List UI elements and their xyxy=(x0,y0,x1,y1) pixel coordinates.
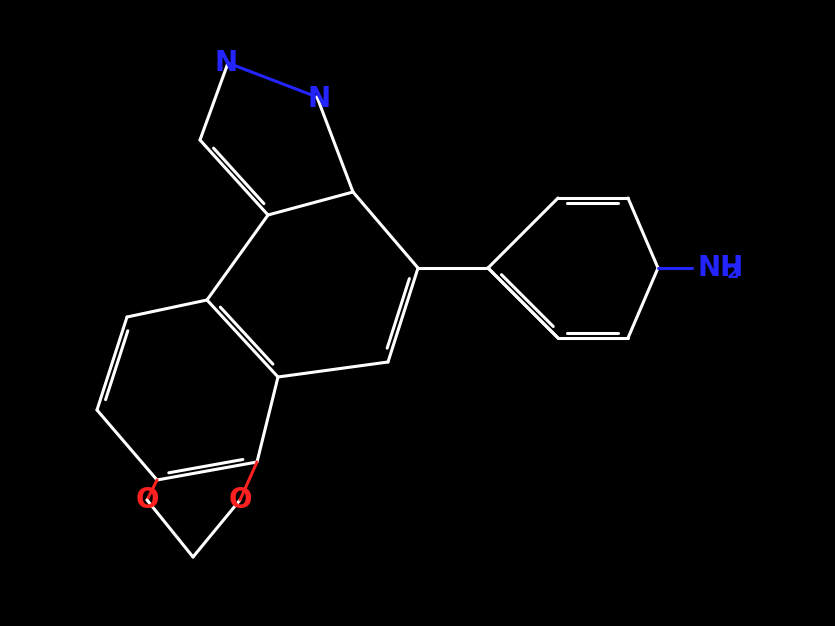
Text: 2: 2 xyxy=(727,264,740,282)
Text: O: O xyxy=(135,486,159,514)
Text: N: N xyxy=(307,85,331,113)
Text: NH: NH xyxy=(698,254,744,282)
Text: N: N xyxy=(215,49,238,77)
Text: O: O xyxy=(228,486,251,514)
